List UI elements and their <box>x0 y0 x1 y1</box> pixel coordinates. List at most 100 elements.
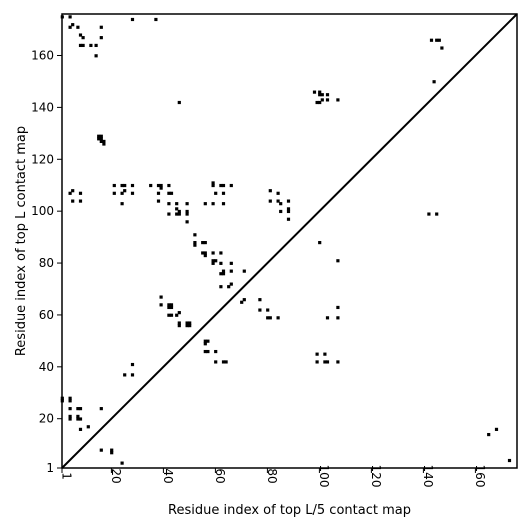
contact-cell-top-l <box>211 251 215 255</box>
contact-cell-top-l <box>123 189 127 193</box>
contact-cell-top-l <box>156 199 161 203</box>
contact-cell-top-l <box>318 93 322 97</box>
contact-cell-top-l5 <box>427 212 431 216</box>
contact-cell-top-l <box>286 207 291 211</box>
contact-cell-top-l <box>185 212 189 216</box>
x-tick-label: 80 <box>265 468 279 483</box>
y-tick-label: 120 <box>31 152 54 166</box>
contact-cell-top-l <box>120 202 124 206</box>
contact-cell-top-l <box>78 191 83 195</box>
contact-cell-top-l <box>99 36 103 40</box>
contact-cell-top-l <box>185 220 189 224</box>
y-tick-label: 40 <box>39 360 54 374</box>
x-tick-label: 1 <box>60 472 74 480</box>
contact-cell-top-l <box>78 199 83 203</box>
contact-cell-top-l <box>159 183 163 188</box>
contact-cell-top-l5 <box>258 308 262 312</box>
contact-cell-top-l5 <box>110 451 114 455</box>
contact-cell-top-l <box>120 183 124 188</box>
contact-cell-top-l5 <box>167 305 171 310</box>
contact-cell-top-l5 <box>99 407 103 411</box>
contact-cell-top-l <box>185 202 189 206</box>
x-tick-label: 100 <box>317 465 331 488</box>
contact-cell-top-l <box>286 209 291 214</box>
contact-cell-top-l5 <box>68 417 72 421</box>
contact-cell-top-l <box>175 207 179 211</box>
x-tick-label: 160 <box>473 465 487 488</box>
contact-cell-top-l5 <box>266 316 270 320</box>
contact-cell-top-l <box>219 183 223 188</box>
contact-cell-top-l <box>123 183 127 188</box>
contact-cell-top-l <box>99 25 103 29</box>
contact-cell-top-l <box>432 80 436 84</box>
contact-cell-top-l <box>286 199 291 203</box>
contact-cell-top-l5 <box>258 298 262 302</box>
contact-cell-top-l <box>276 199 280 203</box>
contact-cell-top-l5 <box>188 324 192 328</box>
contact-cell-top-l5 <box>487 432 491 437</box>
plot-frame <box>61 13 518 469</box>
contact-cell-top-l5 <box>78 407 83 411</box>
contact-cell-top-l <box>325 93 330 97</box>
contact-cell-top-l <box>130 17 135 22</box>
contact-cell-top-l <box>336 98 340 102</box>
y-tick-label: 100 <box>31 204 54 218</box>
y-tick-label: 1 <box>46 461 54 475</box>
contact-cell-top-l5 <box>120 461 124 465</box>
y-tick-label: 60 <box>39 308 54 322</box>
contact-cell-top-l <box>203 253 207 258</box>
contact-cell-top-l <box>201 251 205 255</box>
contact-cell-top-l5 <box>110 448 114 452</box>
contact-cell-top-l <box>120 191 124 195</box>
contact-cell-top-l <box>318 90 322 94</box>
contact-cell-top-l <box>149 183 153 188</box>
contact-cell-top-l5 <box>76 414 80 419</box>
contact-cells <box>60 15 512 465</box>
contact-cell-top-l <box>130 183 135 188</box>
x-tick-label: 140 <box>421 465 435 488</box>
contact-cell-top-l <box>112 191 116 195</box>
contact-cell-top-l5 <box>177 324 181 328</box>
contact-cell-top-l5 <box>203 342 207 346</box>
contact-cell-top-l5 <box>169 313 174 317</box>
contact-cell-top-l5 <box>167 313 171 317</box>
contact-cell-top-l <box>219 261 223 265</box>
contact-cell-top-l5 <box>224 360 228 364</box>
contact-cell-top-l <box>167 212 171 216</box>
contact-cell-top-l5 <box>123 373 127 377</box>
contact-cell-top-l5 <box>507 458 512 463</box>
contact-cell-top-l5 <box>159 295 163 299</box>
contact-cell-top-l5 <box>221 360 226 364</box>
contact-cell-top-l <box>325 98 330 102</box>
contact-cell-top-l5 <box>86 425 90 429</box>
contact-cell-top-l <box>227 285 231 289</box>
contact-cell-top-l5 <box>68 407 72 411</box>
contact-cell-top-l <box>242 269 246 273</box>
x-tick-label: 20 <box>109 468 123 483</box>
contact-cell-top-l5 <box>76 407 80 411</box>
contact-cell-top-l <box>81 43 85 48</box>
contact-cell-top-l <box>221 183 226 188</box>
contact-cell-top-l5 <box>323 360 327 364</box>
contact-cell-top-l <box>435 38 439 42</box>
contact-cell-top-l <box>97 137 101 141</box>
contact-cell-top-l <box>76 25 80 29</box>
contact-cell-top-l <box>214 259 218 263</box>
contact-cell-top-l <box>185 209 189 214</box>
contact-cell-top-l <box>219 272 223 276</box>
contact-cell-top-l <box>229 269 233 273</box>
contact-cell-top-l <box>211 181 215 185</box>
contact-cell-top-l <box>279 209 283 214</box>
contact-cell-top-l <box>94 54 98 58</box>
contact-cell-top-l5 <box>276 316 280 320</box>
contact-cell-top-l <box>130 191 135 195</box>
contact-cell-top-l5 <box>214 349 218 354</box>
contact-cell-top-l5 <box>336 316 340 320</box>
contact-cell-top-l5 <box>435 212 439 216</box>
contact-cell-top-l <box>201 241 205 245</box>
contact-cell-top-l5 <box>175 313 179 317</box>
contact-cell-top-l5 <box>169 303 174 307</box>
contact-cell-top-l <box>193 243 197 247</box>
contact-cell-top-l5 <box>242 298 246 302</box>
